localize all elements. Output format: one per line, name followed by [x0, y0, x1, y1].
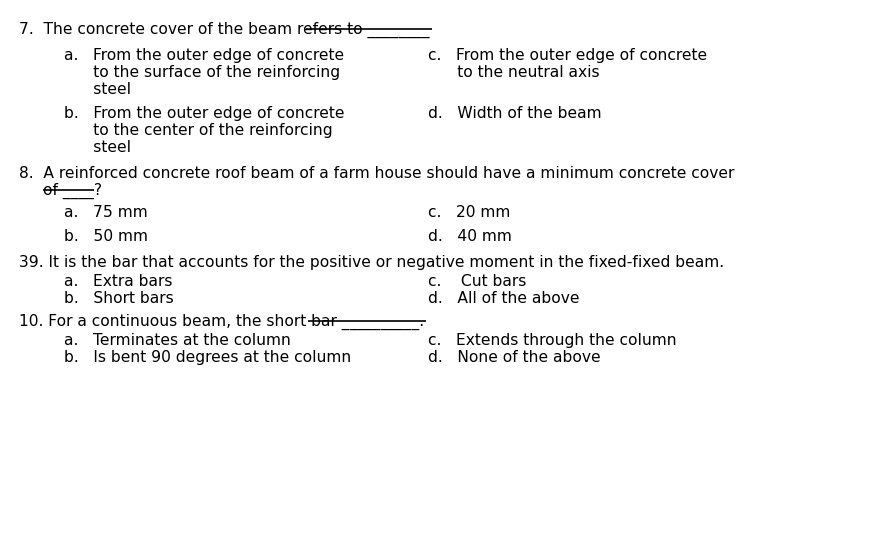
Text: to the surface of the reinforcing: to the surface of the reinforcing — [65, 65, 340, 80]
Text: a.   Extra bars: a. Extra bars — [65, 274, 173, 289]
Text: d.   All of the above: d. All of the above — [428, 291, 580, 306]
Text: 8.  A reinforced concrete roof beam of a farm house should have a minimum concre: 8. A reinforced concrete roof beam of a … — [19, 166, 734, 181]
Text: c.   20 mm: c. 20 mm — [428, 204, 511, 220]
Text: a.   Terminates at the column: a. Terminates at the column — [65, 333, 292, 348]
Text: b.   From the outer edge of concrete: b. From the outer edge of concrete — [65, 106, 345, 121]
Text: a.   From the outer edge of concrete: a. From the outer edge of concrete — [65, 48, 345, 63]
Text: steel: steel — [65, 140, 131, 155]
Text: c.   From the outer edge of concrete: c. From the outer edge of concrete — [428, 48, 707, 63]
Text: 7.  The concrete cover of the beam refers to ________: 7. The concrete cover of the beam refers… — [19, 21, 430, 37]
Text: of ____?: of ____? — [43, 182, 102, 199]
Text: b.   50 mm: b. 50 mm — [65, 229, 148, 244]
Text: d.   40 mm: d. 40 mm — [428, 229, 512, 244]
Text: to the center of the reinforcing: to the center of the reinforcing — [65, 123, 333, 138]
Text: a.   75 mm: a. 75 mm — [65, 204, 148, 220]
Text: c.   Extends through the column: c. Extends through the column — [428, 333, 677, 348]
Text: steel: steel — [65, 82, 131, 97]
Text: b.   Is bent 90 degrees at the column: b. Is bent 90 degrees at the column — [65, 350, 352, 365]
Text: 10. For a continuous beam, the short bar __________.: 10. For a continuous beam, the short bar… — [19, 314, 424, 330]
Text: b.   Short bars: b. Short bars — [65, 291, 174, 306]
Text: to the neutral axis: to the neutral axis — [428, 65, 600, 80]
Text: d.   Width of the beam: d. Width of the beam — [428, 106, 601, 121]
Text: 39. It is the bar that accounts for the positive or negative moment in the fixed: 39. It is the bar that accounts for the … — [19, 255, 724, 269]
Text: c.    Cut bars: c. Cut bars — [428, 274, 526, 289]
Text: d.   None of the above: d. None of the above — [428, 350, 601, 365]
